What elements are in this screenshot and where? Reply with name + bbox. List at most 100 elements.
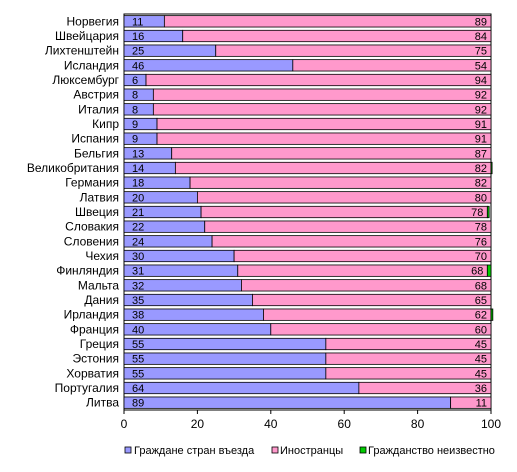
value-label-citizens: 9: [132, 119, 138, 131]
bar-segment: [163, 15, 492, 28]
bar-segment: [152, 88, 492, 101]
value-label-citizens: 16: [132, 31, 144, 43]
value-label-citizens: 20: [132, 192, 144, 204]
category-label: Ирландия: [64, 308, 119, 322]
category-label: Кипр: [92, 117, 119, 131]
x-tick-label: 40: [264, 417, 278, 431]
value-label-foreigners: 54: [475, 60, 487, 72]
category-label: Мальта: [78, 278, 119, 292]
category-label: Франция: [70, 322, 119, 336]
value-label-citizens: 22: [132, 222, 144, 234]
bar-segment: [123, 381, 360, 395]
bar-segment: [241, 279, 492, 292]
value-label-citizens: 24: [132, 236, 144, 248]
bar-segment: [123, 308, 264, 321]
bar-segment: [123, 59, 294, 72]
value-label-foreigners: 91: [475, 134, 487, 146]
bar-segment: [182, 29, 492, 43]
bar-segment: [123, 323, 272, 336]
bar-segment: [171, 147, 492, 160]
category-label: Эстония: [73, 352, 120, 366]
bar-segment: [270, 323, 492, 336]
bar-segment: [292, 59, 492, 72]
bar-segment: [123, 352, 327, 365]
legend: Граждане стран въезда Иностранцы Гражданст…: [124, 445, 495, 457]
category-label: Великобритания: [27, 161, 119, 175]
category-label: Чехия: [85, 249, 119, 263]
value-label-foreigners: 84: [475, 31, 487, 43]
value-label-citizens: 30: [132, 251, 144, 263]
bar-segment: [123, 103, 154, 116]
value-label-foreigners: 60: [475, 324, 487, 336]
bar-segment: [490, 308, 494, 321]
x-axis: 0 20 40 60 80 100: [121, 410, 501, 431]
value-label-citizens: 89: [132, 398, 144, 410]
bar-segment: [123, 88, 154, 101]
value-label-citizens: 8: [132, 90, 138, 102]
category-label: Хорватия: [66, 366, 119, 380]
value-label-foreigners: 76: [475, 236, 487, 248]
x-tick-label: 100: [481, 417, 501, 431]
value-label-foreigners: 70: [475, 251, 487, 263]
bar-segment: [123, 15, 165, 28]
value-label-citizens: 35: [132, 295, 144, 307]
category-label: Лихтенштейн: [45, 44, 119, 58]
value-label-foreigners: 78: [471, 207, 483, 219]
bar-segment: [325, 337, 492, 351]
value-label-citizens: 38: [132, 310, 144, 322]
category-label: Германия: [65, 176, 119, 190]
category-label: Испания: [71, 132, 119, 146]
value-label-foreigners: 68: [471, 266, 483, 278]
bars-group: [123, 15, 494, 409]
bar-segment: [358, 381, 492, 395]
bar-segment: [145, 73, 492, 87]
category-label: Норвегия: [66, 14, 119, 28]
x-tick-label: 0: [121, 417, 128, 431]
value-label-foreigners: 82: [475, 178, 487, 190]
value-label-foreigners: 87: [475, 148, 487, 160]
x-tick-label: 60: [338, 417, 352, 431]
value-label-foreigners: 11: [476, 398, 487, 410]
value-label-citizens: 46: [132, 60, 144, 72]
value-label-citizens: 55: [132, 339, 144, 351]
bar-segment: [156, 132, 492, 145]
value-label-foreigners: 89: [475, 16, 487, 28]
value-label-foreigners: 65: [475, 295, 487, 307]
bar-segment: [263, 308, 492, 321]
bar-segment: [215, 44, 492, 57]
category-label: Латвия: [80, 190, 119, 204]
value-label-foreigners: 94: [475, 75, 487, 87]
legend-swatch: [271, 446, 279, 454]
bar-segment: [486, 205, 490, 219]
bar-segment: [490, 161, 493, 175]
bar-segment: [325, 367, 492, 380]
bar-segment: [450, 396, 492, 409]
category-label: Португалия: [55, 381, 119, 395]
category-label: Бельгия: [74, 146, 119, 160]
category-label: Австрия: [73, 88, 119, 102]
value-label-foreigners: 91: [475, 119, 487, 131]
value-label-foreigners: 92: [475, 90, 487, 102]
value-label-citizens: 40: [132, 324, 144, 336]
value-label-citizens: 25: [132, 46, 144, 58]
value-label-foreigners: 62: [475, 310, 487, 322]
value-label-citizens: 6: [132, 75, 138, 87]
value-label-foreigners: 75: [475, 46, 487, 58]
bar-segment: [204, 220, 492, 233]
category-label: Италия: [78, 102, 119, 116]
bar-segment: [252, 293, 492, 307]
legend-label: Гражданство неизвестно: [368, 445, 495, 457]
category-label: Финляндия: [56, 264, 119, 278]
value-label-foreigners: 68: [475, 280, 487, 292]
legend-label: Граждане стран въезда: [134, 445, 255, 457]
value-label-citizens: 55: [132, 354, 144, 366]
category-label: Швеция: [75, 205, 119, 219]
value-label-citizens: 18: [132, 178, 144, 190]
bar-segment: [123, 132, 158, 145]
bar-segment: [486, 264, 492, 277]
value-label-citizens: 21: [132, 207, 144, 219]
category-labels: НорвегияШвейцарияЛихтенштейнИсландияЛюкс…: [27, 14, 120, 409]
legend-label: Иностранцы: [280, 445, 343, 457]
value-label-foreigners: 45: [475, 368, 487, 380]
